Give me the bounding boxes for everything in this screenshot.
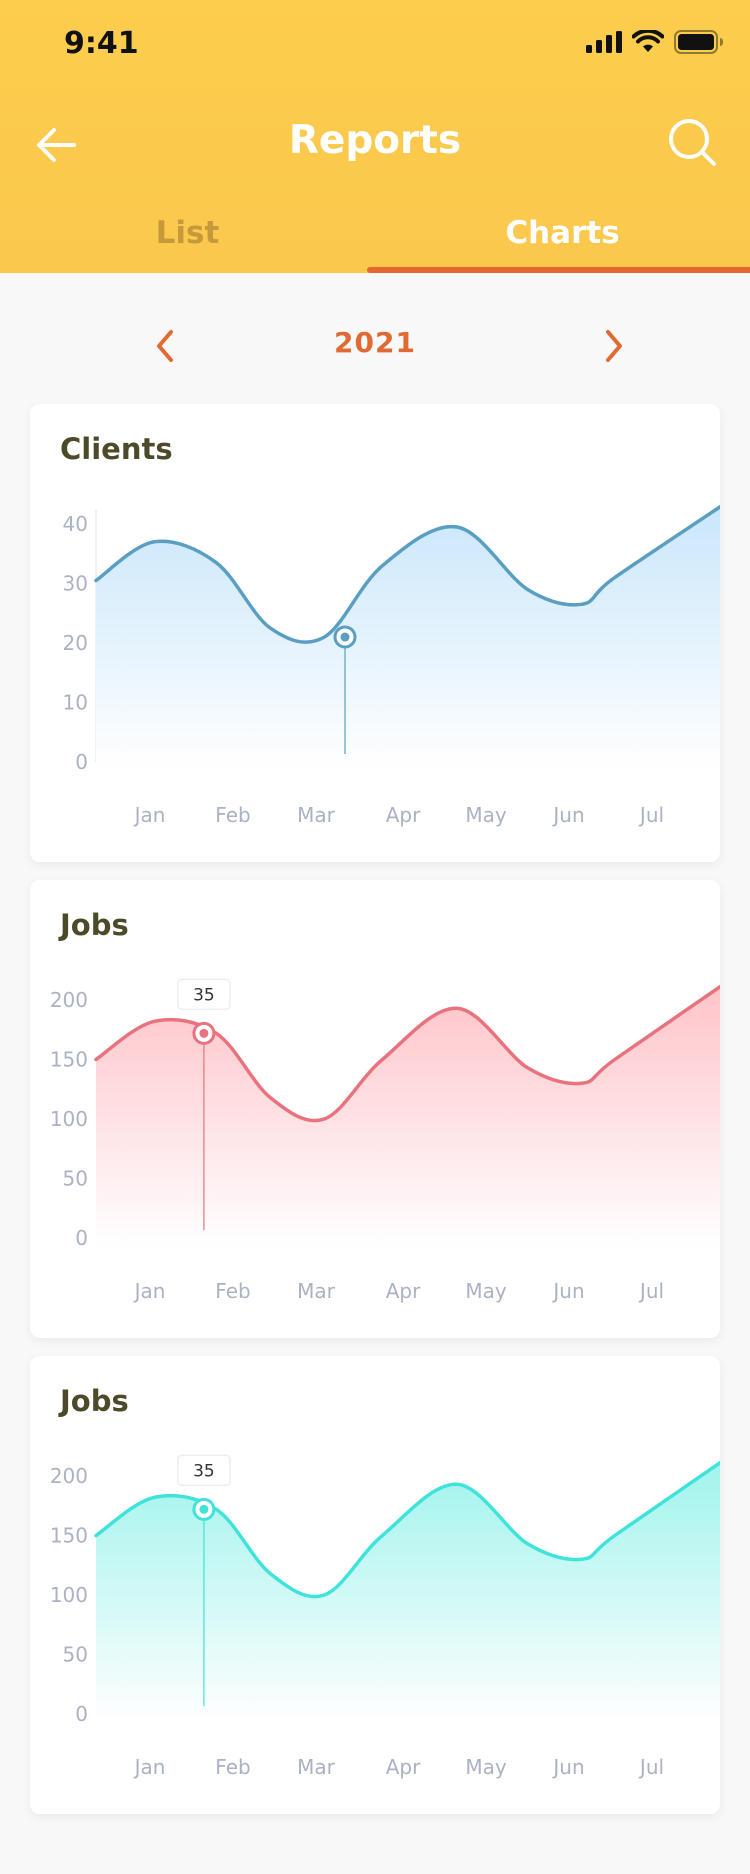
page-title: Reports bbox=[288, 118, 462, 163]
x-tick-label: Apr bbox=[386, 1755, 421, 1779]
year-selector: 2021 bbox=[0, 320, 750, 370]
clients-chart-card: Clients 0 10 20 30 40 Jan Feb Mar Apr May Jun Jul bbox=[30, 404, 720, 862]
y-tick-label: 20 bbox=[63, 631, 88, 655]
chevron-left-icon bbox=[157, 330, 173, 362]
y-tick-label: 0 bbox=[75, 1702, 88, 1726]
x-tick-label: Apr bbox=[386, 803, 421, 827]
series-area bbox=[96, 986, 720, 1248]
back-button[interactable] bbox=[30, 118, 84, 172]
y-tick-label: 0 bbox=[75, 1226, 88, 1250]
y-tick-label: 200 bbox=[50, 1464, 88, 1488]
tooltip-box bbox=[177, 1454, 231, 1487]
y-tick-label: 30 bbox=[63, 572, 88, 596]
search-button[interactable] bbox=[664, 114, 720, 170]
chart-title: Jobs bbox=[60, 1384, 129, 1418]
cellular-signal-icon bbox=[586, 31, 622, 53]
chevron-right-icon bbox=[606, 330, 622, 362]
series-line bbox=[94, 504, 720, 644]
tooltip-label: 35 bbox=[193, 985, 215, 1005]
search-icon bbox=[669, 119, 716, 166]
app-header: 9:41 Reports List Charts bbox=[0, 0, 750, 273]
x-tick-label: Feb bbox=[215, 803, 250, 827]
x-tick-label: May bbox=[465, 803, 507, 827]
x-tick-label: Jul bbox=[638, 1279, 664, 1303]
clients-chart: 0 10 20 30 40 Jan Feb Mar Apr May Jun Jul bbox=[63, 504, 720, 827]
x-tick-label: Mar bbox=[297, 1279, 336, 1303]
x-tick-label: Jun bbox=[551, 803, 584, 827]
x-tick-label: Mar bbox=[297, 1755, 336, 1779]
tooltip-box bbox=[177, 978, 231, 1011]
jobs-chart-card: Jobs 0 50 100 150 200 Jan Feb Mar Apr May Jun Jul 35 bbox=[30, 880, 720, 1338]
series-area bbox=[96, 506, 720, 772]
y-tick-label: 50 bbox=[63, 1643, 88, 1667]
x-tick-label: Apr bbox=[386, 1279, 421, 1303]
arrow-left-icon bbox=[37, 128, 76, 162]
highlight-point-center bbox=[340, 632, 350, 642]
y-tick-label: 0 bbox=[75, 750, 88, 774]
status-time: 9:41 bbox=[64, 26, 139, 61]
highlight-point-center bbox=[199, 1028, 209, 1038]
battery-icon bbox=[674, 30, 723, 54]
tab-charts[interactable]: Charts bbox=[505, 215, 620, 251]
x-tick-label: Feb bbox=[215, 1279, 250, 1303]
jobs-chart: 0 50 100 150 200 Jan Feb Mar Apr May Jun Jul 35 bbox=[50, 978, 720, 1303]
x-tick-label: Jan bbox=[133, 1755, 166, 1779]
x-tick-label: Feb bbox=[215, 1755, 250, 1779]
y-tick-label: 150 bbox=[50, 1048, 88, 1072]
jobs-chart-card-2: Jobs 0 50 100 150 200 Jan Feb Mar Apr May Jun Jul 35 bbox=[30, 1356, 720, 1814]
y-tick-label: 150 bbox=[50, 1524, 88, 1548]
x-tick-label: Jan bbox=[133, 1279, 166, 1303]
x-tick-label: Jul bbox=[638, 803, 664, 827]
x-tick-label: Jan bbox=[133, 803, 166, 827]
tooltip-label: 35 bbox=[193, 1461, 215, 1481]
y-tick-label: 100 bbox=[50, 1107, 88, 1131]
chart-title: Jobs bbox=[60, 908, 129, 942]
x-tick-label: Jul bbox=[638, 1755, 664, 1779]
x-tick-label: Jun bbox=[551, 1755, 584, 1779]
y-tick-label: 100 bbox=[50, 1583, 88, 1607]
wifi-icon bbox=[632, 30, 664, 52]
y-tick-label: 10 bbox=[63, 691, 88, 715]
year-label: 2021 bbox=[334, 326, 416, 359]
jobs-chart-2: 0 50 100 150 200 Jan Feb Mar Apr May Jun Jul 35 bbox=[50, 1454, 720, 1779]
tab-list[interactable]: List bbox=[155, 215, 220, 251]
status-icons bbox=[586, 30, 724, 54]
x-tick-label: May bbox=[465, 1279, 507, 1303]
y-tick-label: 40 bbox=[63, 512, 88, 536]
y-tick-label: 50 bbox=[63, 1167, 88, 1191]
x-tick-label: May bbox=[465, 1755, 507, 1779]
y-tick-label: 200 bbox=[50, 988, 88, 1012]
highlight-point-center bbox=[199, 1504, 209, 1514]
active-tab-indicator bbox=[367, 267, 750, 273]
previous-year-button[interactable] bbox=[141, 320, 191, 370]
x-tick-label: Jun bbox=[551, 1279, 584, 1303]
next-year-button[interactable] bbox=[588, 320, 638, 370]
x-tick-label: Mar bbox=[297, 803, 336, 827]
series-area bbox=[96, 1462, 720, 1724]
chart-title: Clients bbox=[60, 432, 173, 466]
